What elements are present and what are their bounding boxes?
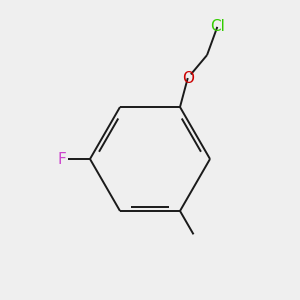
Text: F: F: [57, 152, 66, 166]
Text: Cl: Cl: [210, 20, 225, 34]
Text: O: O: [182, 70, 194, 86]
